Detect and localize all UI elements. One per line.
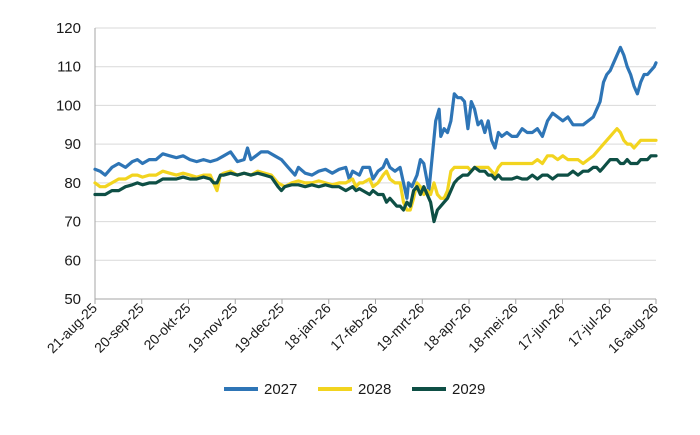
series-line-2027	[93, 45, 658, 200]
x-tick-labels: 21-aug-2520-sep-2520-okt-2519-nov-2519-d…	[44, 300, 662, 357]
y-tick-label: 120	[56, 20, 81, 37]
legend-label-2027: 2027	[264, 381, 297, 398]
y-tick-label: 80	[64, 175, 81, 192]
axes	[94, 28, 657, 304]
y-tick-label: 70	[64, 214, 81, 231]
legend-label-2028: 2028	[358, 381, 391, 398]
y-tick-label: 110	[57, 59, 81, 76]
series-line-2028	[93, 127, 658, 212]
x-tick-label: 18-jan-26	[281, 300, 334, 353]
y-tick-label: 100	[56, 97, 81, 114]
x-tick-label: 18-mei-26	[465, 300, 521, 356]
gridlines	[95, 27, 656, 261]
y-tick-labels: 50 60 70 80 90 100 110 120	[56, 20, 81, 308]
y-tick-label: 60	[64, 252, 81, 269]
x-tick-label: 20-sep-25	[91, 300, 147, 356]
x-tick-label: 19-mrt-26	[373, 300, 427, 354]
x-tick-label: 21-aug-25	[44, 300, 101, 357]
x-tick-label: 19-dec-25	[231, 300, 287, 356]
x-tick-label: 17-jun-26	[514, 300, 567, 353]
legend: 2027 2028 2029	[224, 381, 485, 398]
x-tick-label: 17-feb-26	[327, 300, 381, 354]
series-lines	[93, 45, 658, 224]
series-line-2029	[93, 154, 658, 224]
y-tick-label: 50	[64, 291, 81, 308]
x-tick-label: 19-nov-25	[184, 300, 240, 356]
legend-label-2029: 2029	[452, 381, 485, 398]
y-tick-label: 90	[64, 136, 81, 153]
x-tick-label: 16-aug-26	[605, 300, 662, 357]
